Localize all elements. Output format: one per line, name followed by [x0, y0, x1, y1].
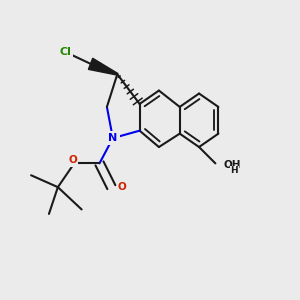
Text: N: N — [108, 133, 118, 143]
Text: O: O — [118, 182, 127, 192]
Text: OH: OH — [224, 160, 241, 170]
Text: Cl: Cl — [59, 47, 71, 57]
Polygon shape — [88, 58, 118, 75]
Text: O: O — [68, 155, 77, 165]
Text: H: H — [230, 166, 238, 175]
